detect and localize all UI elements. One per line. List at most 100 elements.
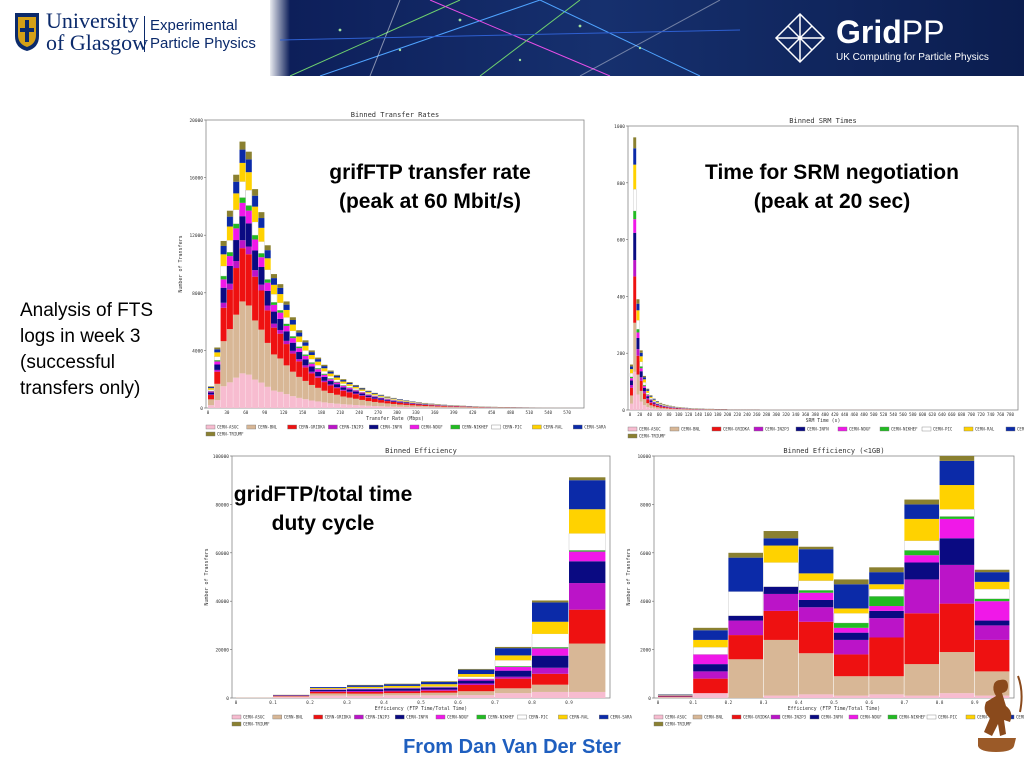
bar-segment-cern-asgc [327,403,334,408]
bar-segment-cern-pic [214,356,221,361]
bar-segment-cern-gridka [643,393,646,400]
bar-segment-cern-in2p3 [283,340,290,345]
bar-segment-cern-sara [569,480,606,510]
bar-segment-cern-in2p3 [569,583,606,610]
bar-segment-cern-pic [655,402,660,404]
bar-segment-cern-infn [403,402,410,404]
bar-segment-cern-sara [226,216,233,227]
x-tick-label: 500 [870,412,878,417]
bar-segment-cern-nikhef [532,647,569,649]
bar-segment-cern-sara [630,366,633,370]
bar-segment-cern-in2p3 [649,401,653,403]
y-axis-label: Number of Transfers [626,548,632,605]
bar-segment-cern-sara [347,685,384,687]
bar-segment-cern-in2p3 [340,389,347,391]
bar-segment-cern-infn [315,371,322,377]
legend-swatch [491,424,501,430]
bar-segment-cern-asgc [652,408,656,410]
bar-segment-cern-gridka [656,405,659,408]
bar-segment-cern-bnl [669,408,672,410]
legend-swatch [450,424,460,430]
bar-segment-cern-ral [869,584,904,590]
bar-segment-cern-ral [532,621,569,634]
bar-segment-cern-sara [289,320,296,325]
bar-segment-cern-bnl [415,405,422,408]
bar-segment-cern-pic [869,588,904,597]
bar-segment-cern-pic [333,379,341,382]
bar-segment-cern-sara [296,332,303,337]
x-tick-label: 420 [831,412,839,417]
bar-segment-cern-gridka [252,276,259,321]
x-tick-label: 0.1 [269,700,277,705]
bar-segment-cern-gridka [453,406,460,407]
bar-segment-cern-asgc [289,396,296,408]
bar-segment-cern-bnl [656,407,659,409]
bar-segment-cern-ndgf [264,282,271,291]
bar-segment-cern-sara [636,303,640,311]
bar-segment-cern-gridka [258,290,265,330]
bar-segment-cern-ral [302,345,309,351]
bar-segment-cern-triumf [308,350,315,353]
bar-segment-cern-infn [239,216,246,241]
bar-segment-cern-asgc [659,409,663,410]
bar-segment-cern-in2p3 [347,690,384,692]
x-tick-label: 0.2 [725,700,733,705]
bar-segment-cern-in2p3 [321,380,328,383]
chart-title: Binned Transfer Rates [351,111,440,119]
x-tick-label: 660 [948,412,956,417]
bar-segment-cern-infn [458,680,495,684]
bar-segment-cern-infn [384,399,391,401]
bar-segment-cern-gridka [532,673,569,685]
bar-segment-cern-bnl [675,409,679,410]
bar-segment-cern-sara [239,149,246,163]
bar-segment-cern-gridka [447,406,454,407]
bar-segment-cern-in2p3 [495,676,532,679]
bar-segment-cern-gridka [421,690,458,693]
legend-label: CERN-GRIDKA [723,427,750,432]
x-tick-label: 0.4 [795,700,803,705]
bar-segment-cern-infn [365,395,372,398]
bar-segment-cern-pic [377,396,385,398]
bar-segment-cern-bnl [220,341,227,387]
bar-segment-cern-nikhef [334,381,340,383]
bar-segment-cern-infn [646,396,650,399]
bar-segment-cern-infn [763,586,799,594]
bar-segment-cern-in2p3 [308,371,315,374]
bar-segment-cern-ral [636,310,640,321]
bar-segment-cern-infn [271,311,277,324]
bar-segment-cern-in2p3 [643,391,646,394]
bar-segment-cern-ral [384,397,391,399]
bar-segment-cern-bnl [662,408,666,410]
legend-swatch [476,714,486,720]
bar-segment-cern-ral [652,399,656,401]
bar-segment-cern-in2p3 [245,246,252,255]
x-tick-label: 760 [997,412,1005,417]
analysis-note: Analysis of FTS logs in week 3 (successf… [20,300,154,399]
bar-segment-cern-bnl [384,693,421,696]
bar-segment-cern-in2p3 [656,405,659,406]
bar-segment-cern-nikhef [643,385,646,387]
bar-segment-cern-ndgf [633,219,637,233]
bar-segment-cern-ndgf [283,325,290,332]
bar-segment-cern-sara [264,250,271,259]
bar-segment-cern-ndgf [340,385,347,388]
university-name: University of Glasgow [46,10,148,54]
legend-swatch [887,714,898,720]
bar-segment-cern-ral [639,356,643,362]
legend-label: CERN-SARA [1016,715,1024,720]
bar-segment-cern-gridka [798,621,834,654]
bar-segment-cern-bnl [315,387,322,402]
bar-segment-cern-ral [384,685,421,688]
bar-segment-cern-infn [649,400,653,402]
bar-segment-cern-ndgf [226,256,233,266]
bar-segment-cern-asgc [939,693,975,698]
bar-segment-cern-asgc [458,695,495,698]
bar-segment-cern-bnl [441,406,448,408]
y-axis-label: Number of Transfers [204,548,210,605]
bar-segment-cern-gridka [308,373,315,385]
bar-segment-cern-pic [646,392,650,395]
bar-segment-cern-ral [693,639,728,648]
bar-segment-cern-nikhef [315,368,322,370]
bar-segment-cern-bnl [384,403,391,407]
bar-segment-cern-bnl [904,664,939,696]
